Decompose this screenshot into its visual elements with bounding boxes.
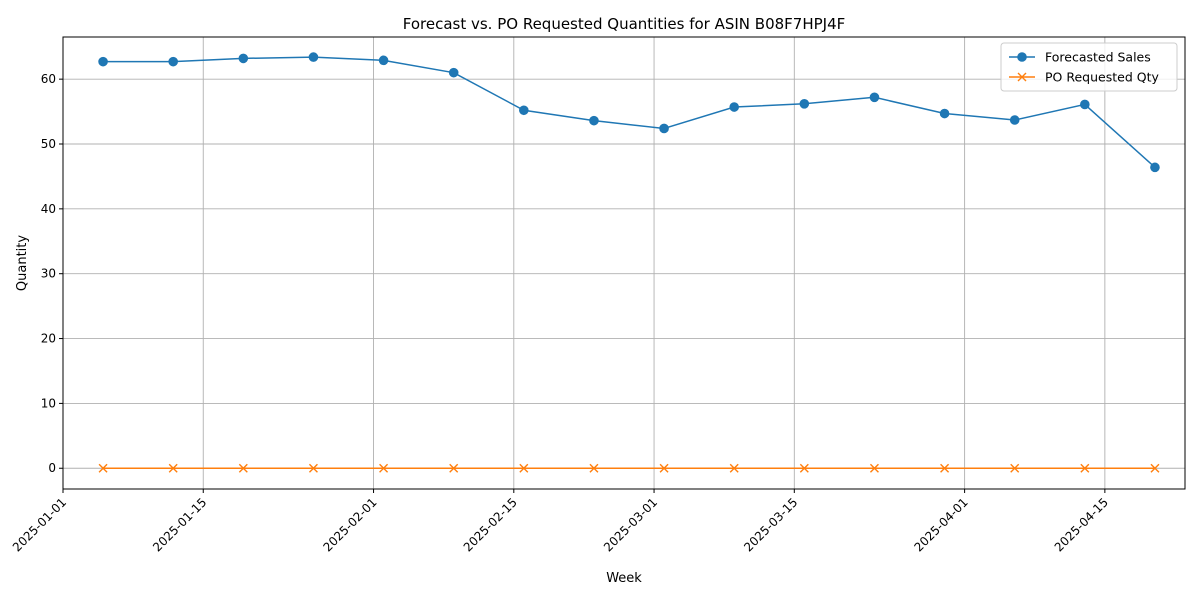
data-point-forecasted-sales: [1150, 162, 1160, 173]
plot-frame: [62, 36, 1186, 490]
data-point-forecasted-sales: [98, 56, 108, 67]
y-tick-label: 40: [41, 202, 56, 216]
data-point-po-requested-qty: [98, 463, 108, 473]
data-point-po-requested-qty: [1080, 463, 1090, 473]
data-point-forecasted-sales: [939, 108, 950, 119]
y-tick-label: 0: [48, 461, 56, 475]
data-point-po-requested-qty: [1150, 463, 1160, 473]
legend: Forecasted Sales PO Requested Qty: [1000, 42, 1178, 92]
series-layer: [98, 52, 1160, 473]
data-point-po-requested-qty: [799, 463, 809, 473]
data-point-po-requested-qty: [589, 463, 599, 473]
data-point-po-requested-qty: [519, 463, 529, 473]
x-tick-label: 2025-01-15: [150, 495, 209, 554]
legend-marker-po-requested-qty: [1017, 72, 1027, 82]
data-point-forecasted-sales: [448, 67, 459, 78]
y-tick-label: 20: [41, 332, 56, 346]
legend-box: [1000, 42, 1178, 92]
legend-marker-forecasted-sales: [1017, 52, 1027, 62]
x-axis: 2025-01-01 2025-01-15 2025-02-01 2025-02-15…: [10, 489, 1111, 554]
y-tick-label: 60: [41, 72, 56, 86]
data-point-forecasted-sales: [1009, 115, 1020, 125]
data-point-po-requested-qty: [449, 463, 459, 473]
grid: [62, 37, 1185, 489]
data-point-forecasted-sales: [799, 98, 810, 109]
data-point-forecasted-sales: [378, 55, 389, 66]
data-point-po-requested-qty: [940, 463, 950, 473]
series-forecasted-sales: [98, 52, 1160, 173]
data-point-forecasted-sales: [519, 105, 529, 116]
x-tick-label: 2025-04-15: [1052, 495, 1111, 554]
x-tick-label: 2025-01-01: [10, 495, 69, 554]
x-tick-label: 2025-03-01: [601, 495, 660, 554]
legend-label-forecasted-sales: Forecasted Sales: [1045, 50, 1151, 65]
data-point-forecasted-sales: [729, 102, 739, 112]
data-point-forecasted-sales: [659, 123, 669, 134]
data-point-po-requested-qty: [1010, 463, 1020, 473]
x-axis-label: Week: [606, 571, 642, 586]
x-tick-label: 2025-04-01: [912, 495, 971, 554]
data-point-po-requested-qty: [729, 463, 739, 473]
data-point-forecasted-sales: [1080, 99, 1090, 110]
x-tick-label: 2025-03-15: [741, 495, 800, 554]
series-po-requested-qty: [98, 463, 1160, 473]
x-tick-label: 2025-02-15: [461, 495, 520, 554]
chart-title: Forecast vs. PO Requested Quantities for…: [403, 15, 846, 33]
data-point-forecasted-sales: [238, 53, 249, 64]
data-point-forecasted-sales: [869, 92, 880, 103]
y-axis: 0 10 20 30 40 50 60: [41, 72, 63, 475]
data-point-po-requested-qty: [379, 463, 389, 473]
data-point-po-requested-qty: [659, 463, 669, 473]
data-point-forecasted-sales: [308, 52, 319, 62]
x-tick-label: 2025-02-01: [320, 495, 379, 554]
data-point-forecasted-sales: [589, 115, 599, 126]
data-point-po-requested-qty: [168, 463, 178, 473]
data-point-po-requested-qty: [308, 463, 318, 473]
y-axis-label: Quantity: [15, 235, 30, 291]
legend-label-po-requested-qty: PO Requested Qty: [1045, 70, 1159, 85]
data-point-forecasted-sales: [168, 56, 178, 67]
y-tick-label: 30: [41, 267, 56, 281]
data-point-po-requested-qty: [869, 463, 879, 473]
y-tick-label: 10: [41, 396, 56, 410]
series-line-forecasted-sales: [103, 56, 1156, 168]
data-point-po-requested-qty: [238, 463, 248, 473]
y-tick-label: 50: [41, 137, 56, 151]
